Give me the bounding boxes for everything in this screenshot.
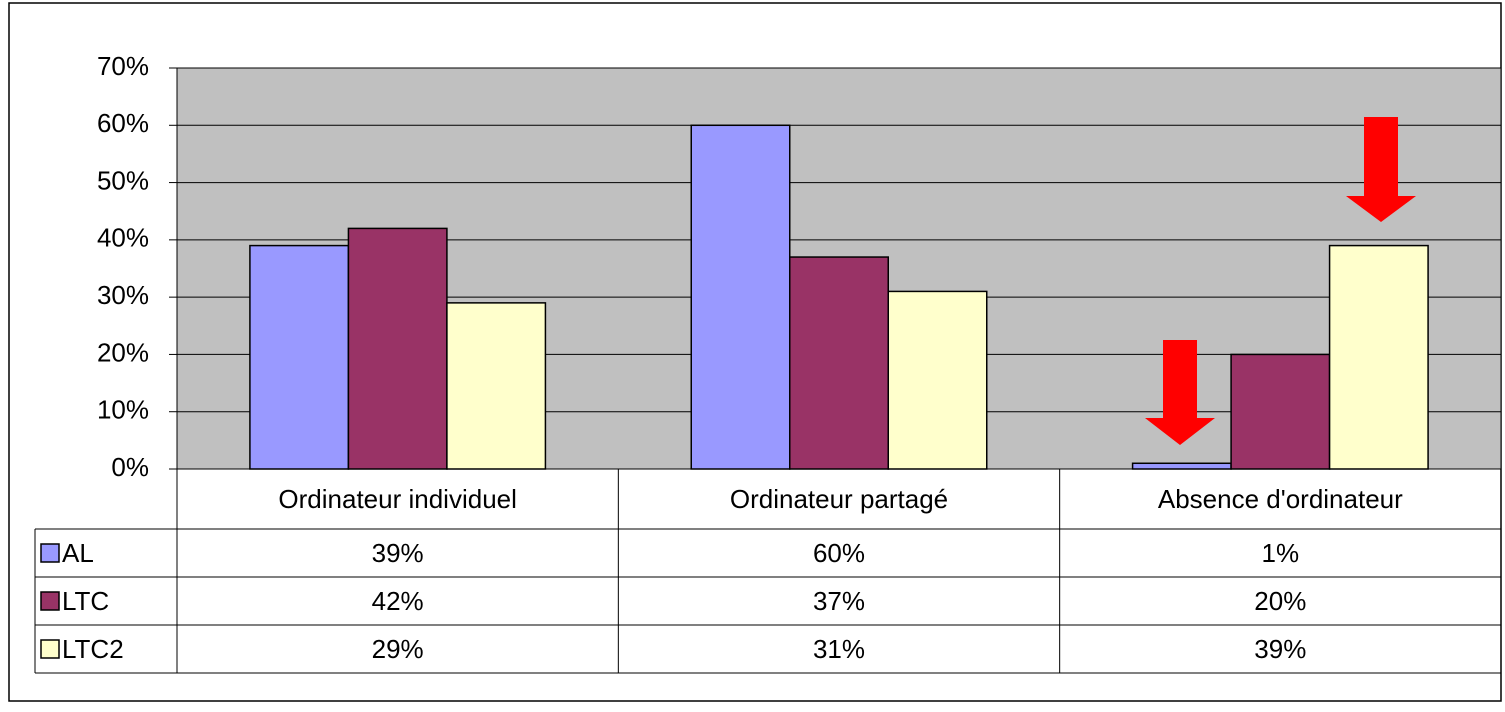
table-value: 37% [813, 586, 865, 616]
bar [249, 244, 350, 470]
y-tick-label: 60% [97, 108, 149, 138]
bar [1328, 244, 1429, 470]
annotations [1145, 117, 1416, 445]
legend-label: LTC2 [62, 634, 124, 664]
legend-label: AL [62, 538, 94, 568]
y-tick-label: 40% [97, 223, 149, 253]
arrow [1145, 340, 1215, 445]
y-tick-label: 70% [97, 51, 149, 81]
y-tick-label: 30% [97, 280, 149, 310]
y-tick-label: 50% [97, 165, 149, 195]
bar [887, 290, 988, 470]
table-value: 20% [1254, 586, 1306, 616]
table-value: 29% [372, 634, 424, 664]
x-tick-label: Absence d'ordinateur [1158, 484, 1403, 514]
legend-swatch [40, 639, 60, 659]
table-value: 42% [372, 586, 424, 616]
legend-label: LTC [62, 586, 109, 616]
y-tick-label: 20% [97, 337, 149, 367]
table-value: 60% [813, 538, 865, 568]
bar [690, 124, 791, 470]
arrow [1346, 117, 1416, 222]
x-tick-label: Ordinateur individuel [278, 484, 516, 514]
bar [789, 256, 889, 470]
table-value: 39% [372, 538, 424, 568]
table-value: 39% [1254, 634, 1306, 664]
bar [446, 302, 547, 470]
bar [347, 227, 448, 470]
y-tick-label: 0% [111, 452, 149, 482]
bar [1131, 462, 1232, 470]
x-tick-label: Ordinateur partagé [730, 484, 948, 514]
y-tick-label: 10% [97, 395, 149, 425]
legend-swatch [40, 591, 60, 611]
legend-swatch [40, 543, 60, 563]
bar [1230, 353, 1331, 470]
table-value: 31% [813, 634, 865, 664]
table-value: 1% [1262, 538, 1300, 568]
